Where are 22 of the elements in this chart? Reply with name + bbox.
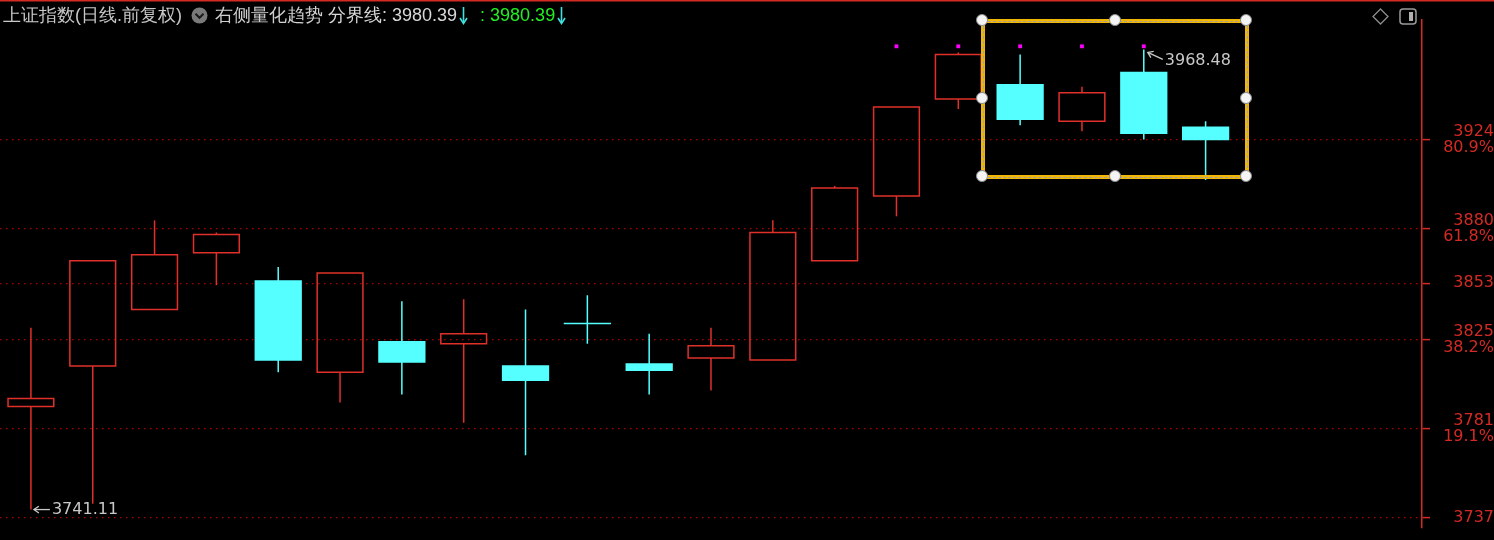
candlestick	[625, 332, 673, 396]
annotation: 分界线: 3980.39	[328, 4, 458, 26]
chart-subtitle: 右侧量化趋势	[215, 4, 323, 26]
y-tick-label: 3880 61.8%	[1443, 209, 1494, 245]
y-tick-label: 3737	[1453, 507, 1494, 527]
y-tick-label: 3781 19.1%	[1443, 409, 1494, 445]
chart-title: 上证指数(日线.前复权)	[3, 4, 182, 26]
annotation: 3741.11	[51, 498, 119, 518]
y-tick-label: 3924 80.9%	[1443, 120, 1494, 156]
candlestick	[749, 219, 797, 361]
y-tick-label: 3853	[1453, 272, 1494, 292]
candlestick	[378, 300, 426, 396]
candlestick	[687, 326, 735, 392]
candlestick	[440, 298, 488, 424]
y-tick-label: 3825 38.2%	[1443, 320, 1494, 356]
candlestick	[501, 308, 550, 456]
candlestick	[316, 272, 364, 404]
candlestick	[254, 266, 302, 373]
candlestick	[130, 219, 179, 311]
candlestick	[872, 106, 921, 218]
candlestick	[192, 231, 241, 286]
annotation: : 3980.39	[480, 4, 556, 26]
